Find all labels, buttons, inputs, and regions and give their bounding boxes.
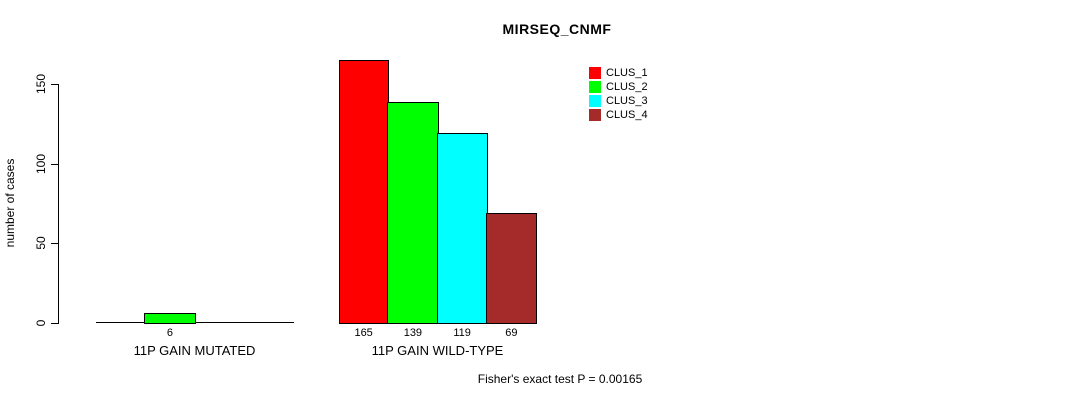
bar-clus_2 [144,313,196,324]
bar-value-label: 6 [166,327,173,339]
bar-value-label: 139 [403,327,423,339]
legend-label: CLUS_1 [606,67,648,79]
legend: CLUS_1 CLUS_2 CLUS_3 CLUS_4 [589,66,648,122]
legend-swatch-icon [589,95,601,107]
y-tick-label: 100 [34,153,48,175]
legend-item-clus_3: CLUS_3 [589,94,648,108]
chart-title: MIRSEQ_CNMF [502,21,612,37]
bar-clus_4 [486,213,537,324]
legend-item-clus_4: CLUS_4 [589,108,648,122]
legend-item-clus_1: CLUS_1 [589,66,648,80]
y-tick [51,243,58,244]
y-tick [51,84,58,85]
y-axis-line [58,84,59,324]
y-tick-label: 150 [34,73,48,95]
legend-label: CLUS_2 [606,81,648,93]
bar-clus_3 [437,133,488,324]
bar-clus_2 [387,102,439,324]
y-tick-label: 0 [34,319,48,327]
bar-value-label: 69 [505,327,518,339]
y-tick [51,164,58,165]
bar-clus_1 [339,60,389,324]
legend-swatch-icon [589,81,601,93]
bar-value-label: 119 [453,327,471,339]
legend-label: CLUS_4 [606,109,648,121]
x-category-label: 11P GAIN MUTATED [133,343,256,358]
legend-item-clus_2: CLUS_2 [589,80,648,94]
y-tick [51,323,58,324]
stat-test-note: Fisher's exact test P = 0.00165 [477,372,643,386]
bar-value-label: 165 [354,327,373,339]
legend-label: CLUS_3 [606,95,648,107]
legend-swatch-icon [589,67,601,79]
legend-swatch-icon [589,109,601,121]
y-tick-label: 50 [34,236,48,250]
x-category-label: 11P GAIN WILD-TYPE [371,343,504,358]
